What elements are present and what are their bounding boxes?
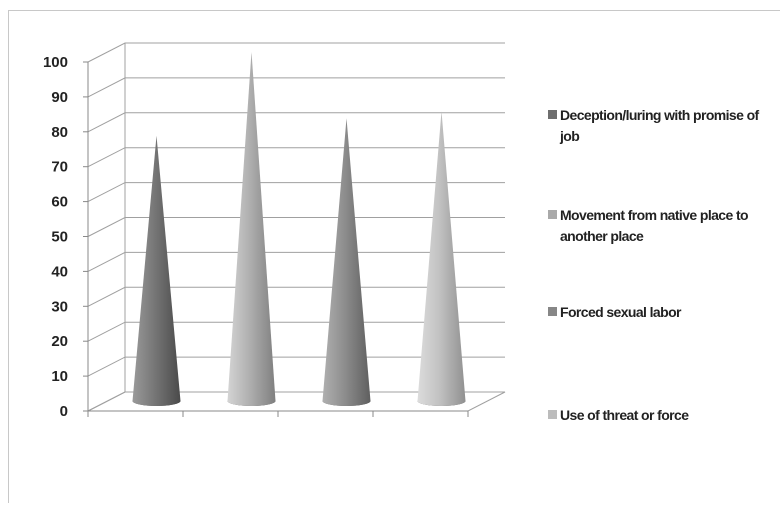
legend-label: Use of threat or force (560, 407, 689, 423)
y-tick-label: 50 (51, 229, 68, 246)
legend-swatch (548, 410, 557, 419)
legend-swatch (548, 110, 557, 119)
legend-item: Movement from native place to another pl… (548, 205, 778, 247)
y-tick-label: 20 (51, 333, 68, 350)
cone-3 (322, 118, 371, 407)
y-tick-label: 80 (51, 124, 68, 141)
y-tick-label: 10 (51, 368, 68, 385)
cone-body (227, 52, 276, 407)
legend-label: Deception/luring with promise of job (560, 107, 759, 144)
legend-label: Movement from native place to another pl… (560, 207, 749, 244)
y-tick-label: 30 (51, 298, 68, 315)
y-axis-tick-labels: 0 10 20 30 40 50 60 70 80 90 100 (43, 54, 68, 420)
cones (132, 52, 466, 407)
y-tick-label: 90 (51, 89, 68, 106)
cone-body (132, 135, 181, 407)
cone-body (322, 118, 371, 407)
legend-item: Use of threat or force (548, 405, 778, 426)
y-tick-label: 60 (51, 194, 68, 211)
legend-item: Deception/luring with promise of job (548, 105, 778, 147)
cone-body (417, 111, 466, 407)
legend-label: Forced sexual labor (560, 304, 681, 320)
cone-1 (132, 135, 181, 407)
cone-4 (417, 111, 466, 407)
y-tick-label: 0 (60, 403, 68, 420)
y-tick-label: 40 (51, 263, 68, 280)
y-tick-label: 100 (43, 54, 68, 71)
chart-frame (8, 10, 780, 503)
legend-swatch (548, 307, 557, 316)
gridline (87, 42, 505, 63)
y-tick-label: 70 (51, 159, 68, 176)
gridline (87, 77, 505, 98)
axes (83, 43, 506, 417)
legend-item: Forced sexual labor (548, 302, 778, 323)
cone-2 (227, 52, 276, 407)
legend-swatch (548, 210, 557, 219)
